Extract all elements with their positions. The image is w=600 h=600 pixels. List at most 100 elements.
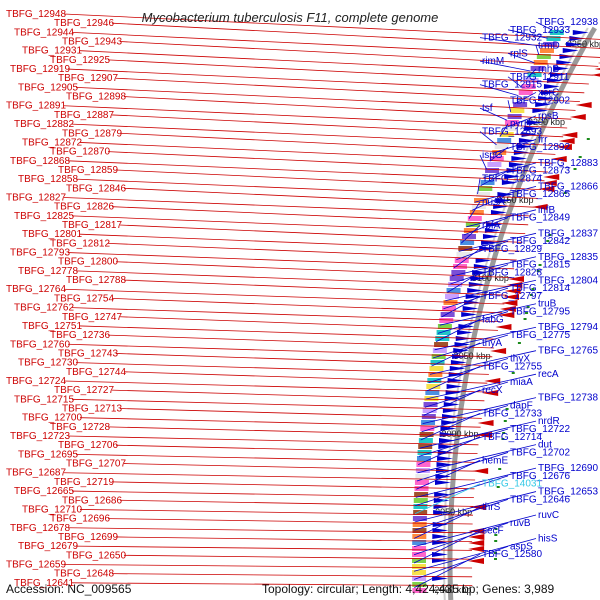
gene-tick xyxy=(531,288,535,290)
gene-label-plus: nrdR xyxy=(538,416,560,427)
gene-tick xyxy=(525,312,529,314)
gene-category-block xyxy=(424,396,439,401)
leader-line-plus xyxy=(415,467,537,498)
leader-line-minus xyxy=(71,307,501,322)
gene-arrow-plus xyxy=(436,462,453,467)
gene-label-plus: TBFG_12874 xyxy=(482,174,542,185)
gene-arrow-plus xyxy=(484,228,501,233)
gene-arrow-plus xyxy=(432,552,449,557)
leader-line-minus xyxy=(79,50,594,76)
gene-arrow-plus xyxy=(495,198,512,203)
gene-category-block xyxy=(412,564,427,569)
gene-category-block xyxy=(489,156,504,161)
leader-line-plus xyxy=(453,248,481,269)
gene-tick xyxy=(548,234,552,236)
leader-line-plus xyxy=(507,52,535,64)
leader-line-minus xyxy=(111,114,564,138)
gene-arrow-minus xyxy=(531,204,548,210)
gene-label-plus: TBFG_12873 xyxy=(510,166,570,177)
gene-tick xyxy=(529,294,533,296)
gene-category-block xyxy=(540,48,554,53)
gene-label-minus: TBFG_12826 xyxy=(54,202,114,213)
leader-line-minus xyxy=(71,398,484,410)
gene-label-plus: dut xyxy=(538,440,552,451)
gene-label-plus: thrS xyxy=(482,502,501,513)
gene-label-plus: TBFG_12690 xyxy=(538,463,598,474)
gene-arrow-plus xyxy=(490,210,507,215)
gene-arrow-plus xyxy=(437,456,454,461)
gene-arrow-minus xyxy=(575,102,592,108)
gene-arrow-minus xyxy=(472,468,489,474)
gene-arrow-plus xyxy=(468,282,485,287)
gene-arrow-plus xyxy=(438,444,455,449)
leader-line-minus xyxy=(75,362,489,375)
leader-line-plus xyxy=(420,412,481,441)
kbp-label: 3000 kbp xyxy=(441,429,478,439)
gene-category-block xyxy=(429,366,444,371)
leader-line-minus xyxy=(107,242,517,261)
leader-line-plus xyxy=(466,209,537,228)
leader-line-plus xyxy=(425,373,537,400)
gene-category-block xyxy=(415,474,430,479)
gene-arrow-plus xyxy=(521,132,538,137)
gene-label-minus: TBFG_12679 xyxy=(18,541,78,552)
gene-arrow-minus xyxy=(468,558,485,564)
leader-line-plus xyxy=(479,154,488,170)
gene-arrow-plus xyxy=(446,384,463,389)
gene-arrow-minus xyxy=(468,534,485,540)
gene-label-plus: TBFG_12893 xyxy=(482,127,542,138)
leader-line-plus xyxy=(413,530,481,564)
gene-label-plus: tsf xyxy=(482,103,493,114)
gene-category-block xyxy=(422,408,437,413)
gene-tick xyxy=(494,540,498,542)
gene-arrow-minus xyxy=(591,73,600,77)
leader-line-plus xyxy=(479,107,508,121)
gene-category-block xyxy=(494,144,509,149)
leader-line-minus xyxy=(119,41,599,67)
gene-category-block xyxy=(543,42,558,47)
leader-line-minus xyxy=(79,509,473,516)
gene-arrow-plus xyxy=(450,360,467,365)
gene-label-minus: TBFG_12687 xyxy=(6,468,66,479)
gene-arrow-plus xyxy=(553,66,570,71)
gene-label-minus: TBFG_12727 xyxy=(54,385,114,396)
gene-category-block xyxy=(461,234,476,239)
gene-arrow-plus xyxy=(443,402,460,407)
gene-arrow-minus xyxy=(468,540,485,546)
gene-arrow-plus xyxy=(440,426,457,431)
gene-arrow-plus xyxy=(556,60,573,65)
genome-summary-text: Topology: circular; Length: 4,424,435 bp… xyxy=(262,582,555,596)
gene-label-plus: TBFG_12815 xyxy=(510,260,570,271)
leader-line-plus xyxy=(458,232,537,252)
leader-line-plus xyxy=(507,29,548,39)
leader-line-plus xyxy=(428,358,509,383)
gene-label-minus: TBFG_12744 xyxy=(66,367,126,378)
gene-category-block xyxy=(485,168,500,173)
gene-label-plus: TBFG_12795 xyxy=(510,307,570,318)
gene-tick xyxy=(526,306,530,308)
leader-line-minus xyxy=(119,499,474,507)
gene-category-block xyxy=(451,270,466,275)
gene-label-plus: TBFG_12829 xyxy=(482,244,542,255)
gene-category-block xyxy=(412,516,427,521)
gene-category-block xyxy=(423,402,438,407)
leader-line-plus xyxy=(416,459,481,490)
gene-label-plus: TBFG_12653 xyxy=(538,487,598,498)
gene-category-block xyxy=(460,240,475,245)
gene-label-minus: TBFG_12713 xyxy=(62,404,122,415)
gene-arrow-minus xyxy=(476,432,492,438)
gene-category-block xyxy=(418,438,433,443)
leader-line-minus xyxy=(75,453,477,463)
gene-arrow-plus xyxy=(442,408,459,413)
gene-label-plus: TBFG_12714 xyxy=(482,432,542,443)
gene-label-highlighted: TBFG_14031 xyxy=(482,479,542,490)
gene-label-plus: infB xyxy=(538,205,556,216)
gene-arrow-plus xyxy=(572,30,589,35)
leader-line-plus xyxy=(415,475,509,506)
gene-category-block xyxy=(415,468,430,473)
gene-label-minus: TBFG_12801 xyxy=(22,229,82,240)
leader-line-minus xyxy=(123,187,535,208)
gene-arrow-plus xyxy=(462,306,479,311)
kbp-label: 3200 kbp xyxy=(528,117,565,127)
